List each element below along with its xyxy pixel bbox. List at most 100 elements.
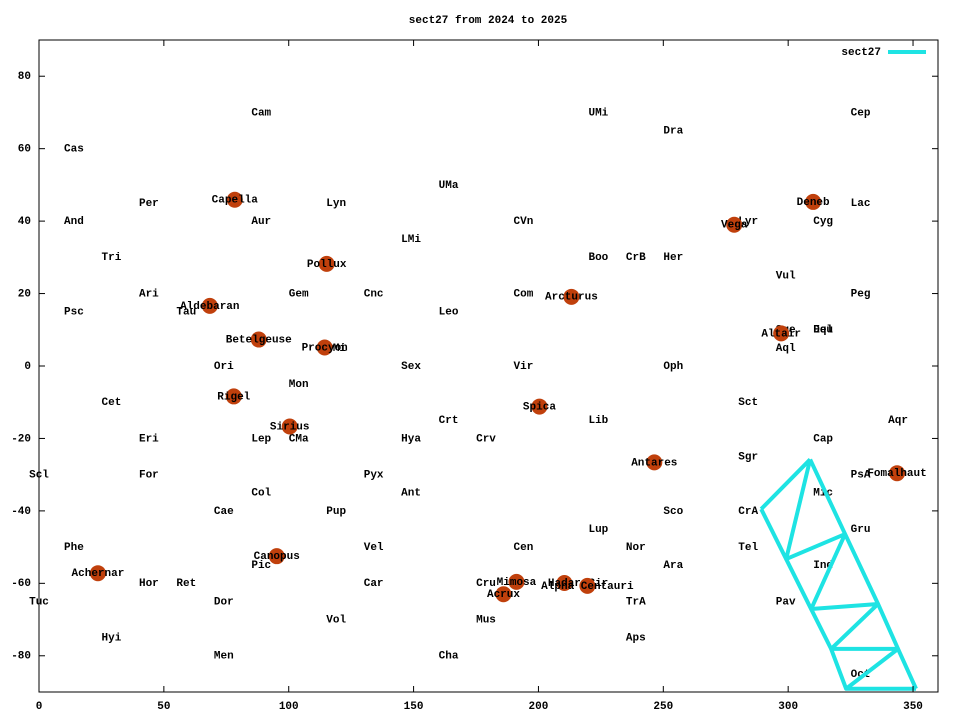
constellation-label: Cam: [251, 107, 271, 119]
star-point: [225, 388, 242, 405]
y-tick-label: 40: [18, 216, 31, 228]
constellation-label: Cha: [439, 651, 459, 663]
y-tick-label: -60: [11, 578, 31, 590]
constellation-label: Gru: [851, 524, 871, 536]
constellation-label: Del: [813, 325, 833, 337]
constellation-label: LMi: [401, 234, 421, 246]
constellation-label: Crt: [439, 415, 459, 427]
constellation-label: Tau: [176, 307, 196, 319]
constellation-label: Ara: [663, 560, 683, 572]
star-label: Hadar: [548, 578, 581, 590]
constellation-label: Lep: [251, 433, 271, 445]
constellation-label: Cen: [514, 542, 534, 554]
star-label: Achernar: [72, 568, 125, 580]
constellation-label: Gem: [289, 288, 309, 300]
star-point: [773, 325, 790, 342]
constellation-label: Equ: [813, 325, 833, 337]
constellation-label: Tel: [738, 542, 758, 554]
star-label: Acrux: [487, 589, 520, 601]
constellation-label: Peg: [851, 288, 871, 300]
constellation-label: Nor: [626, 542, 646, 554]
constellation-label: Leo: [439, 307, 459, 319]
star-label: Deneb: [797, 197, 830, 209]
constellation-label: And: [64, 216, 84, 228]
star-point: [318, 255, 335, 272]
constellation-label: Men: [214, 651, 234, 663]
constellation-label: Ari: [139, 288, 159, 300]
y-tick-label: 20: [18, 288, 31, 300]
star-point: [579, 577, 596, 594]
constellation-label: Lyn: [326, 198, 346, 210]
star-label: Sirius: [270, 421, 310, 433]
star-point: [726, 216, 743, 233]
star-point: [889, 465, 906, 482]
constellation-label: UMi: [588, 107, 608, 119]
constellation-label: Cyg: [813, 216, 833, 228]
plot-area: Cam Cas UMi Dra Cep Per Lyn UMa And Aur CVn Lyr Cyg L…: [29, 107, 927, 691]
constellation-label: Aqr: [888, 415, 908, 427]
constellation-label: TrA: [626, 596, 646, 608]
constellation-label: Eri: [139, 433, 159, 445]
constellation-label: Cas: [64, 144, 84, 156]
constellation-label: Com: [514, 288, 534, 300]
constellation-label: Cnc: [364, 288, 384, 300]
x-tick-label: 150: [404, 701, 424, 713]
y-tick-label: 60: [18, 144, 31, 156]
constellation-label: Mon: [289, 379, 309, 391]
constellation-label: Ret: [176, 578, 196, 590]
series-line: [759, 458, 918, 691]
star-point: [531, 398, 548, 415]
x-tick-label: 50: [157, 701, 170, 713]
constellation-label: Pav: [776, 596, 796, 608]
star-point: [316, 339, 333, 356]
constellation-label: Hyi: [102, 633, 122, 645]
star-label: Betelgeuse: [226, 334, 292, 346]
star-point: [89, 565, 106, 582]
constellation-label: Aur: [251, 216, 271, 228]
star-point: [563, 288, 580, 305]
constellation-label: UMa: [439, 180, 459, 192]
constellation-label: Tri: [102, 252, 122, 264]
star-point: [646, 454, 663, 471]
constellation-label: Sex: [401, 361, 421, 373]
constellation-label: Cet: [102, 397, 122, 409]
star-label: Aldebaran: [180, 301, 239, 313]
constellation-label: Psc: [64, 307, 84, 319]
constellation-label: Crv: [476, 433, 496, 445]
constellation-label: Oph: [663, 361, 683, 373]
legend-label: sect27: [841, 47, 881, 59]
constellation-label: Sgr: [738, 451, 758, 463]
x-tick-label: 100: [279, 701, 299, 713]
constellation-label: Vul: [776, 270, 796, 282]
constellation-label: Dra: [663, 125, 683, 137]
constellation-label: Vir: [514, 361, 534, 373]
constellation-label: Lac: [851, 198, 871, 210]
star-label: Altair: [761, 328, 801, 340]
chart-title: sect27 from 2024 to 2025: [409, 15, 568, 27]
star-label: Canopus: [254, 551, 300, 563]
constellation-label: Pup: [326, 506, 346, 518]
constellation-label: Lib: [588, 415, 608, 427]
x-tick-label: 300: [778, 701, 798, 713]
constellation-label: Cap: [813, 433, 833, 445]
star-point: [268, 548, 285, 565]
x-tick-label: 250: [653, 701, 673, 713]
x-tick-label: 0: [36, 701, 43, 713]
constellation-label: PsA: [851, 470, 871, 482]
constellation-label: Aql: [776, 343, 796, 355]
star-point: [250, 331, 267, 348]
constellation-label: Lyr: [738, 216, 758, 228]
constellation-label: Mus: [476, 614, 496, 626]
star-point: [805, 193, 822, 210]
star-point: [201, 297, 218, 314]
constellation-label: Phe: [64, 542, 84, 554]
constellation-label: Ant: [401, 488, 421, 500]
star-label: Arcturus: [545, 292, 598, 304]
constellation-label: Boo: [588, 252, 608, 264]
star-label: Fomalhaut: [867, 468, 926, 480]
y-tick-label: -40: [11, 506, 31, 518]
star-label: Mimosa: [497, 577, 537, 589]
star-point: [281, 418, 298, 435]
